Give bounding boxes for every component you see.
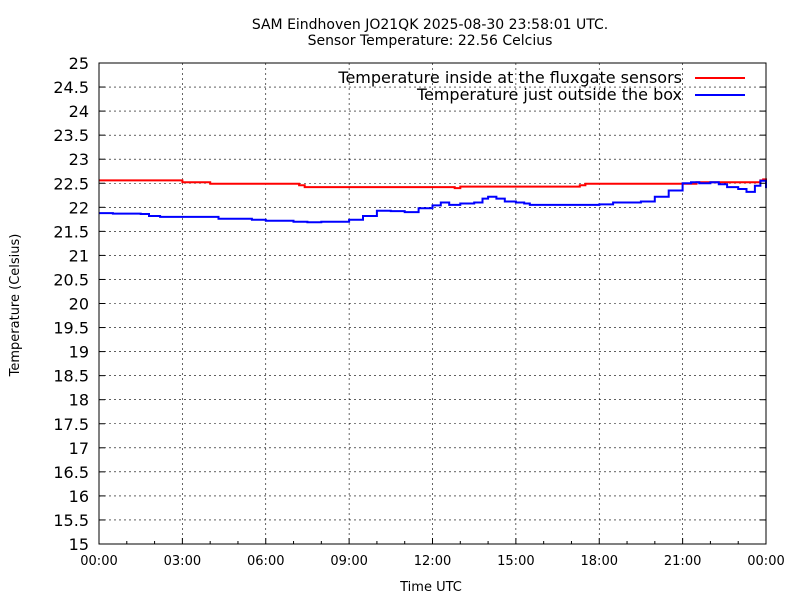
y-tick-label: 19 <box>69 343 89 362</box>
chart-title: SAM Eindhoven JO21QK 2025-08-30 23:58:01… <box>252 17 608 33</box>
x-tick-label: 09:00 <box>330 554 367 569</box>
y-tick-label: 15.5 <box>53 511 89 530</box>
y-tick-label: 22.5 <box>53 174 89 193</box>
y-tick-label: 22 <box>69 198 89 217</box>
y-tick-label: 16 <box>69 487 89 506</box>
y-axis-ticks: 15 15.5 16 16.5 17 17.5 18 18.5 19 19.5 20 20.5 21 21… <box>53 54 766 554</box>
y-tick-label: 17 <box>69 439 89 458</box>
y-tick-label: 23.5 <box>53 126 89 145</box>
y-tick-label: 21.5 <box>53 222 89 241</box>
x-axis-label: Time UTC <box>399 580 462 595</box>
y-tick-label: 19.5 <box>53 319 89 338</box>
y-axis-label: Temperature (Celsius) <box>8 234 23 378</box>
series-line-2 <box>99 179 767 224</box>
legend: Temperature inside at the fluxgate senso… <box>337 68 745 104</box>
y-tick-label: 17.5 <box>53 415 89 434</box>
x-tick-label: 03:00 <box>164 554 201 569</box>
x-tick-label: 06:00 <box>247 554 284 569</box>
x-tick-label: 18:00 <box>581 554 618 569</box>
y-tick-label: 18 <box>69 391 89 410</box>
x-tick-label: 00:00 <box>747 554 784 569</box>
legend-label-1: Temperature inside at the fluxgate senso… <box>337 68 682 87</box>
y-tick-label: 21 <box>69 246 89 265</box>
y-tick-label: 24 <box>69 102 89 121</box>
x-tick-label: 15:00 <box>497 554 534 569</box>
y-tick-label: 20.5 <box>53 270 89 289</box>
y-tick-label: 15 <box>69 535 89 554</box>
series-layer <box>99 178 767 224</box>
grid-layer <box>99 63 766 544</box>
x-tick-label: 00:00 <box>80 554 117 569</box>
y-tick-label: 18.5 <box>53 367 89 386</box>
x-axis-ticks: 00:00 03:00 06:00 09:00 12:00 15:00 18:00 21:00… <box>80 538 785 569</box>
x-tick-label: 12:00 <box>414 554 451 569</box>
x-tick-label: 21:00 <box>664 554 701 569</box>
legend-label-2: Temperature just outside the box <box>416 85 682 104</box>
y-tick-label: 24.5 <box>53 78 89 97</box>
y-tick-label: 23 <box>69 150 89 169</box>
y-tick-label: 25 <box>69 54 89 73</box>
y-tick-label: 20 <box>69 295 89 314</box>
y-tick-label: 16.5 <box>53 463 89 482</box>
chart-subtitle: Sensor Temperature: 22.56 Celcius <box>308 33 553 49</box>
